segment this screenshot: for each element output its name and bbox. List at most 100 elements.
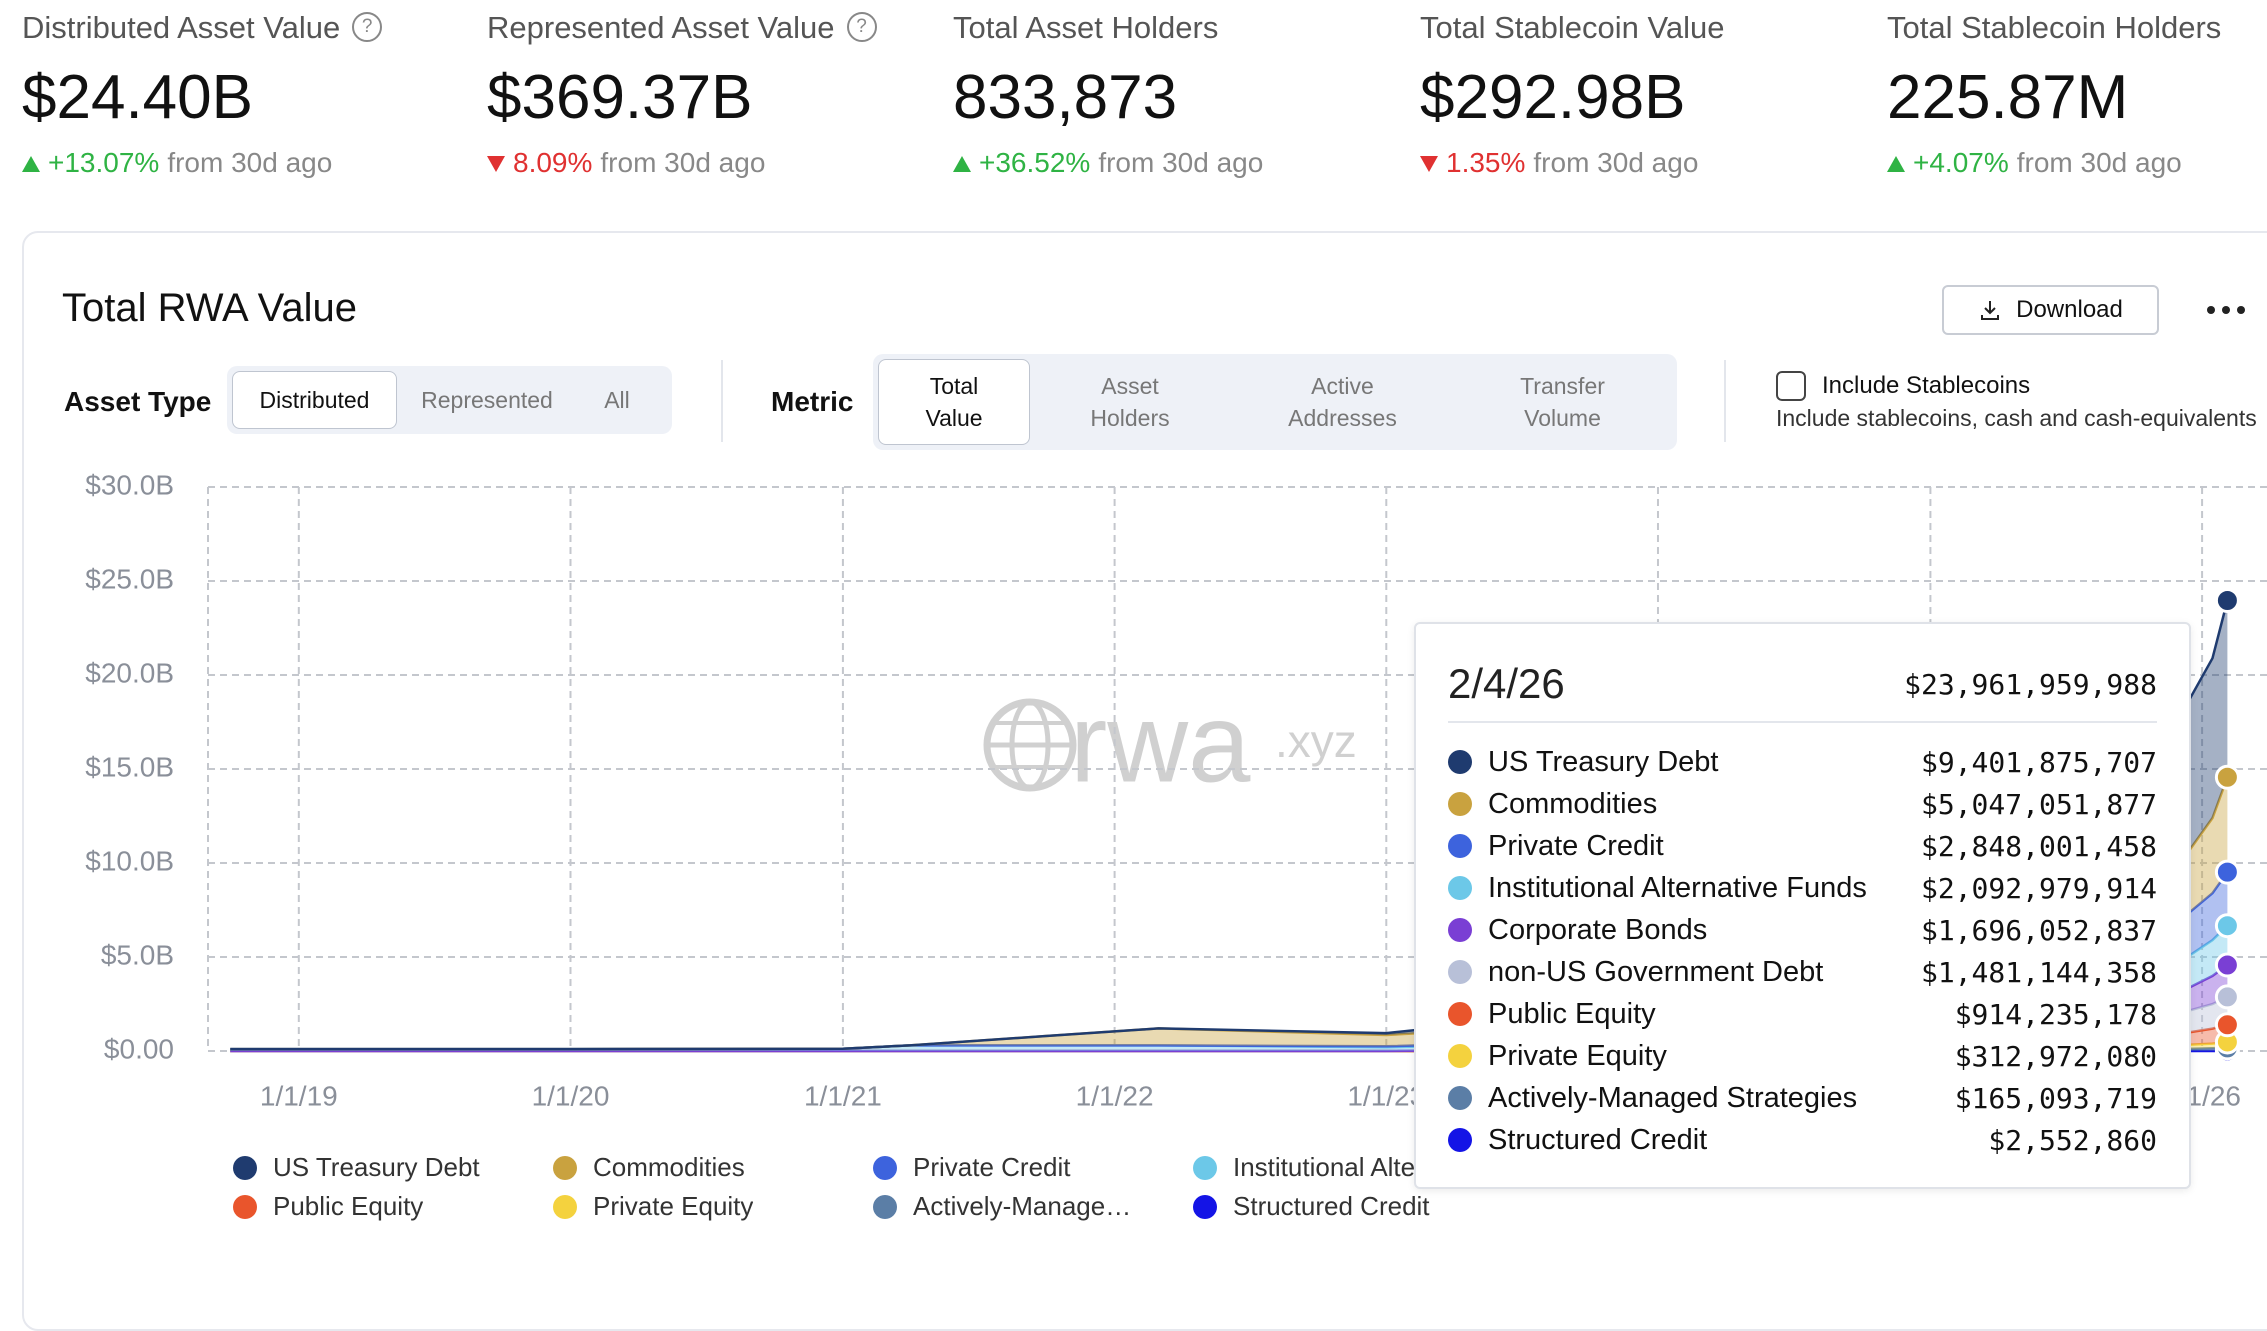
legend-item[interactable]: Private Credit <box>873 1152 1071 1183</box>
legend-item[interactable]: Actively-Managed Strategies <box>873 1191 1138 1222</box>
legend-item[interactable]: Public Equity <box>233 1191 423 1222</box>
legend-item[interactable]: Commodities <box>553 1152 745 1183</box>
tooltip-row: Public Equity $914,235,178 <box>1448 993 2157 1035</box>
metric-option[interactable]: Transfer Volume <box>1520 372 1605 431</box>
info-icon <box>352 12 383 42</box>
change-suffix: from 30d ago <box>1533 147 1699 178</box>
trend-arrow <box>1420 156 1438 172</box>
legend-swatch <box>233 1155 257 1180</box>
tooltip-name: non-US Government Debt <box>1488 955 1824 988</box>
stat-value: $292.98B <box>1420 63 1686 132</box>
tooltip-row: Private Equity $312,972,080 <box>1448 1035 2157 1077</box>
stat-value: $24.40B <box>22 63 253 132</box>
tooltip-name: Institutional Alternative Funds <box>1488 871 1867 904</box>
tooltip-row: Structured Credit $2,552,860 <box>1448 1119 2157 1161</box>
metric-option[interactable]: Active Addresses <box>1288 372 1397 431</box>
watermark-text: rwa <box>1070 681 1251 806</box>
y-tick-label: $30.0B <box>85 469 174 500</box>
stat-change: +4.07% from 30d ago <box>1887 147 2182 179</box>
x-tick-label: 1/1/23 <box>1347 1080 1425 1111</box>
stat-label-text: Represented Asset Value <box>487 10 835 45</box>
stat-label: Represented Asset Value <box>487 10 877 46</box>
tooltip-swatch <box>1448 876 1472 900</box>
change-suffix: from 30d ago <box>167 147 333 178</box>
tooltip-separator <box>1448 721 2157 723</box>
metric-label: Metric <box>771 386 854 417</box>
legend-label: Private Credit <box>913 1152 1071 1182</box>
legend-swatch <box>1193 1194 1217 1219</box>
stablecoin-description: Include stablecoins, cash and cash-equiv… <box>1776 405 2257 431</box>
metric-option[interactable]: Total Value <box>878 359 1030 445</box>
change-value: 8.09% <box>513 147 593 178</box>
stablecoin-checkbox[interactable] <box>1776 371 1806 401</box>
point-marker <box>2214 588 2240 614</box>
x-tick-label: 1/1/22 <box>1076 1080 1154 1111</box>
download-button[interactable]: Download <box>1942 285 2159 335</box>
tooltip: 2/4/26 $23,961,959,988 US Treasury Debt $9,… <box>1414 622 2191 1189</box>
more-menu[interactable] <box>2205 298 2249 322</box>
tooltip-swatch <box>1448 792 1472 816</box>
tooltip-name: Corporate Bonds <box>1488 913 1708 946</box>
asset-type-option[interactable]: All <box>604 386 630 413</box>
tooltip-row: Private Credit $2,848,001,458 <box>1448 825 2157 867</box>
download-icon <box>1981 301 2000 320</box>
asset-type-option[interactable]: Represented <box>421 386 553 413</box>
legend-label: Actively-Managed Strategies <box>913 1191 1138 1221</box>
tooltip-value: $2,848,001,458 <box>1920 829 2157 863</box>
legend-swatch <box>553 1194 577 1219</box>
tooltip-value: $1,481,144,358 <box>1920 955 2157 989</box>
point-marker <box>2214 984 2240 1010</box>
legend-item[interactable]: Structured Credit <box>1193 1191 1430 1222</box>
point-marker <box>2214 952 2240 978</box>
page: Distributed Asset Value $24.40B +13.07%fro… <box>0 0 2267 1275</box>
stat-label-text: Distributed Asset Value <box>22 10 341 45</box>
tooltip-row: Commodities $5,047,051,877 <box>1448 783 2157 825</box>
stat-change: +36.52% from 30d ago <box>953 147 1263 179</box>
x-tick-label: 1/1/21 <box>804 1080 882 1111</box>
legend-label: Private Equity <box>593 1191 754 1221</box>
tooltip-value: $165,093,719 <box>1954 1081 2157 1115</box>
legend-item[interactable]: Institutional Alternative Funds <box>1193 1152 1458 1183</box>
legend-swatch <box>553 1155 577 1180</box>
info-icon <box>846 12 877 42</box>
asset-type-option[interactable]: Distributed <box>232 371 397 429</box>
trend-arrow <box>22 156 40 172</box>
legend-item[interactable]: US Treasury Debt <box>233 1152 480 1183</box>
y-tick-label: $20.0B <box>85 657 174 688</box>
tooltip-row: non-US Government Debt $1,481,144,358 <box>1448 951 2157 993</box>
stat-label: Total Stablecoin Value <box>1420 10 1724 46</box>
metric-option[interactable]: Asset Holders <box>1090 372 1170 431</box>
stat-label-text: Total Stablecoin Value <box>1420 10 1725 45</box>
tooltip-name: Structured Credit <box>1488 1123 1708 1156</box>
stablecoin-label[interactable]: Include Stablecoins <box>1822 372 2031 399</box>
tooltip-swatch <box>1448 960 1472 984</box>
tooltip-name: Actively-Managed Strategies <box>1488 1081 1858 1114</box>
asset-type-control: Distributed Represented All <box>227 366 672 434</box>
change-suffix: from 30d ago <box>600 147 766 178</box>
stat-change: +13.07% from 30d ago <box>22 147 332 179</box>
point-marker <box>2214 913 2240 939</box>
y-tick-label: $25.0B <box>85 563 174 594</box>
tooltip-row: Corporate Bonds $1,696,052,837 <box>1448 909 2157 951</box>
point-marker <box>2214 1012 2240 1038</box>
tooltip-value: $5,047,051,877 <box>1920 787 2157 821</box>
tooltip-row: Actively-Managed Strategies $165,093,719 <box>1448 1077 2157 1119</box>
tooltip-swatch <box>1448 1128 1472 1152</box>
stat-label: Distributed Asset Value <box>22 10 383 46</box>
legend-label: Structured Credit <box>1233 1191 1430 1221</box>
tooltip-value: $9,401,875,707 <box>1920 745 2157 779</box>
legend-item[interactable]: Private Equity <box>553 1191 753 1222</box>
tooltip-value: $914,235,178 <box>1954 997 2157 1031</box>
divider <box>1724 360 1726 442</box>
panel-title: Total RWA Value <box>62 286 357 330</box>
y-tick-label: $0.00 <box>104 1033 174 1064</box>
tooltip-swatch <box>1448 750 1472 774</box>
stat-label-text: Total Asset Holders <box>953 10 1219 45</box>
tooltip-swatch <box>1448 1044 1472 1068</box>
stat-label: Total Asset Holders <box>953 10 1218 46</box>
stat-change: 8.09% from 30d ago <box>487 147 765 179</box>
change-value: 1.35% <box>1446 147 1526 178</box>
legend-label: US Treasury Debt <box>273 1152 480 1182</box>
change-value: +4.07% <box>1913 147 2009 178</box>
tooltip-name: US Treasury Debt <box>1488 745 1719 778</box>
